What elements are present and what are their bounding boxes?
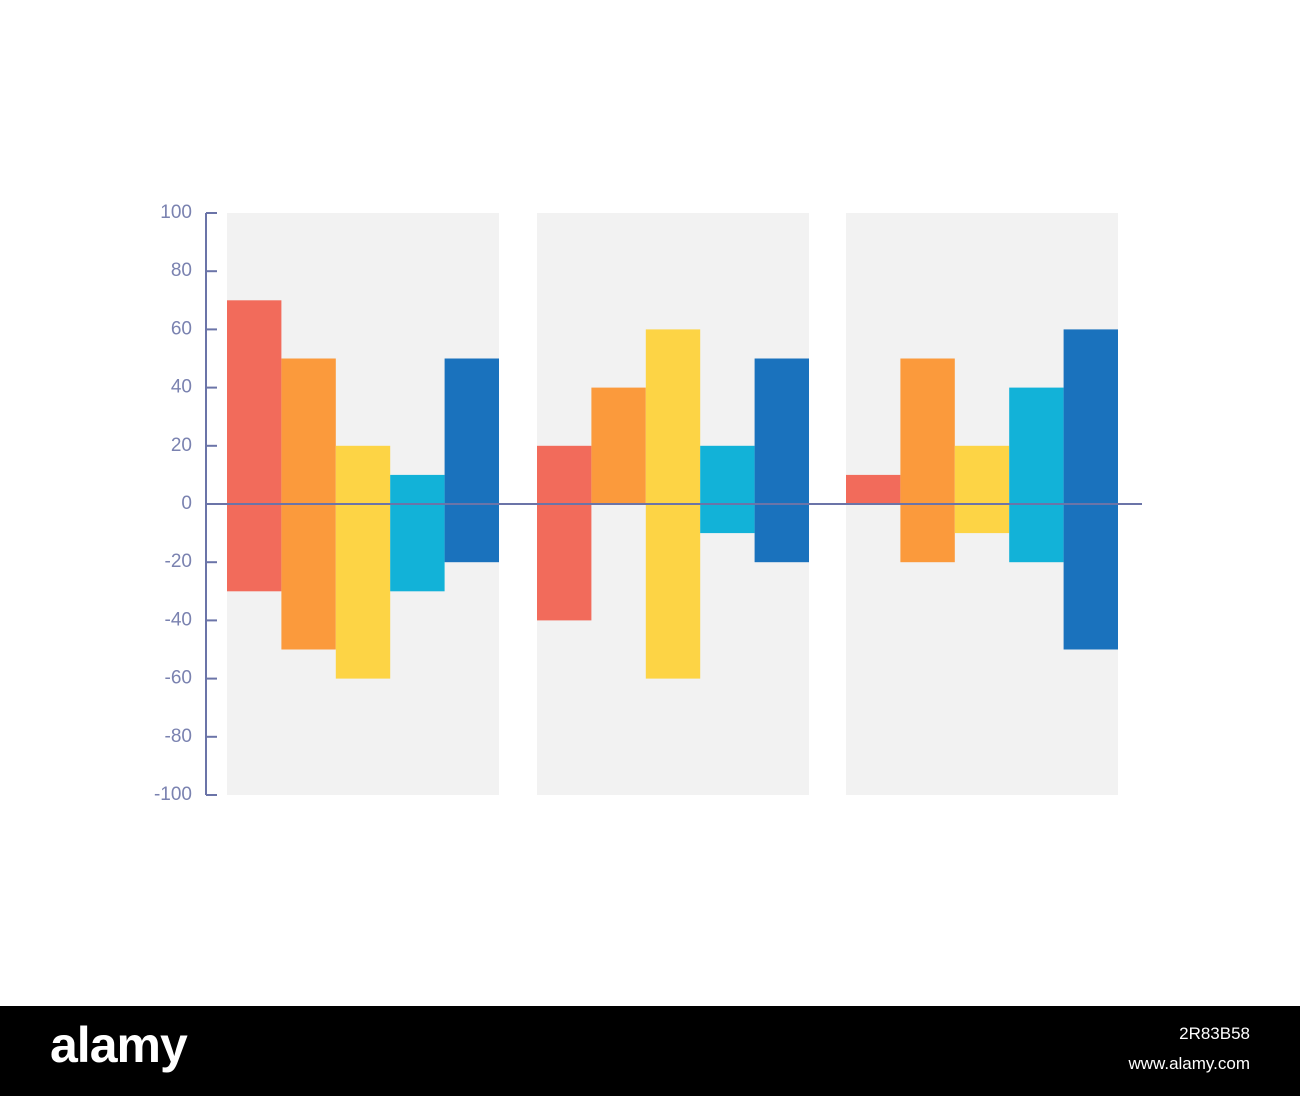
y-tick-label: -40 [165, 609, 192, 630]
footer: alamy 2R83B58 www.alamy.com [0, 1006, 1300, 1096]
bar [444, 358, 499, 563]
image-id: 2R83B58 [1179, 1024, 1250, 1043]
bar [954, 445, 1010, 534]
y-tick-label: -100 [154, 784, 192, 805]
bar [591, 387, 646, 504]
y-tick-label: -60 [165, 668, 192, 689]
bar [900, 358, 955, 563]
y-tick-label: -80 [165, 726, 192, 747]
bar [537, 445, 592, 621]
y-tick-label: 20 [171, 435, 192, 456]
bar [227, 300, 282, 592]
y-tick-label: -20 [165, 551, 192, 572]
y-tick-label: 60 [171, 318, 192, 339]
bar [754, 358, 809, 563]
y-tick-label: 80 [171, 260, 192, 281]
y-tick-label: 40 [171, 377, 192, 398]
chart: -100 -80 -60 -40 -20 0 20 40 60 80 100 [154, 202, 1142, 805]
bar [1009, 387, 1064, 563]
bar [846, 474, 901, 504]
logo: alamy [50, 1017, 188, 1073]
bar [700, 445, 755, 534]
y-tick-label: 0 [181, 493, 192, 514]
bar [1063, 329, 1118, 650]
bar [390, 474, 445, 592]
bar [335, 445, 391, 679]
url: www.alamy.com [1128, 1054, 1250, 1073]
y-tick-label: 100 [160, 202, 192, 223]
